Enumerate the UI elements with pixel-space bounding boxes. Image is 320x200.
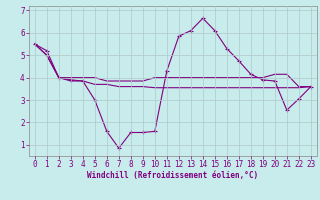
X-axis label: Windchill (Refroidissement éolien,°C): Windchill (Refroidissement éolien,°C) xyxy=(87,171,258,180)
